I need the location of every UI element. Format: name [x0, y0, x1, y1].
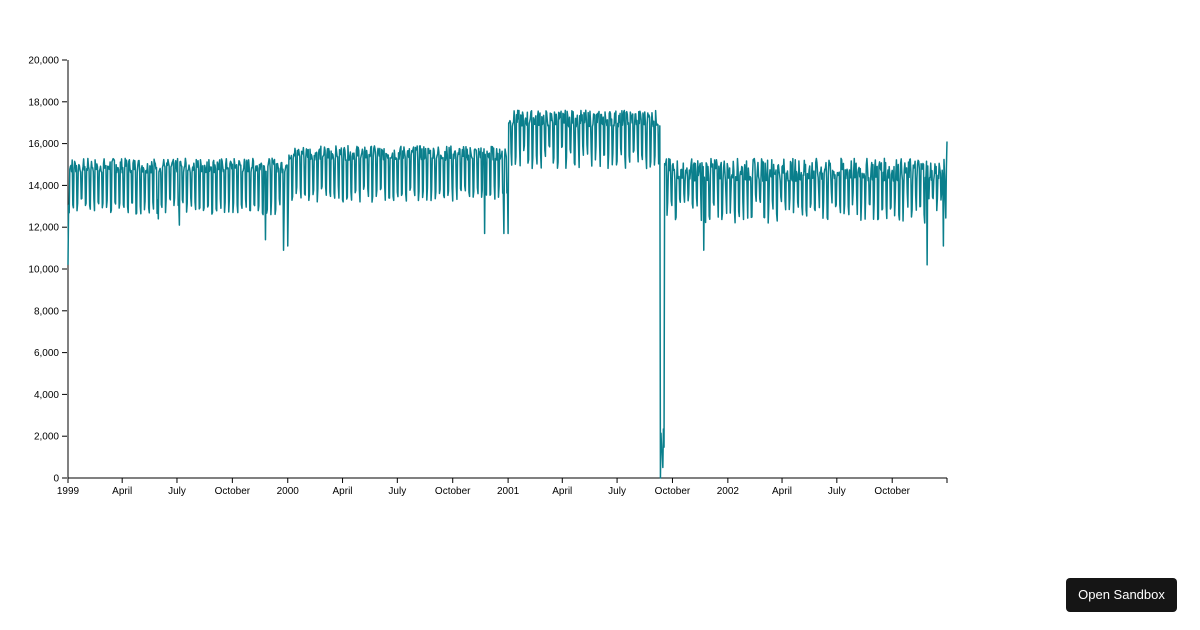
- x-tick-label: April: [333, 486, 353, 497]
- y-tick-label: 12,000: [28, 223, 59, 234]
- open-sandbox-button[interactable]: Open Sandbox: [1066, 578, 1177, 612]
- y-tick-label: 10,000: [28, 265, 59, 276]
- y-tick-label: 18,000: [28, 97, 59, 108]
- y-axis: 0 2,000 4,000 6,000 8,000 10,000 12,000 14,000 1…: [28, 56, 69, 485]
- y-tick-label: 4,000: [34, 390, 59, 401]
- x-tick-label: April: [112, 486, 132, 497]
- x-tick-label: October: [655, 486, 691, 497]
- x-tick-label: July: [388, 486, 406, 497]
- x-tick-label: 2000: [277, 486, 300, 497]
- x-tick-label: July: [168, 486, 186, 497]
- x-tick-label: 2001: [497, 486, 520, 497]
- x-tick-label: 1999: [57, 486, 80, 497]
- x-tick-label: July: [828, 486, 846, 497]
- x-axis: 1999 April July October 2000 April July October…: [57, 477, 948, 497]
- x-tick-label: October: [435, 486, 471, 497]
- x-tick-label: April: [772, 486, 792, 497]
- y-tick-label: 14,000: [28, 181, 59, 192]
- y-tick-label: 0: [53, 474, 59, 485]
- x-tick-label: October: [874, 486, 910, 497]
- y-tick-label: 8,000: [34, 306, 59, 317]
- series-line-daily: [67, 109, 948, 479]
- y-tick-label: 2,000: [34, 432, 59, 443]
- y-tick-label: 16,000: [28, 139, 59, 150]
- y-tick-label: 6,000: [34, 348, 59, 359]
- x-tick-label: April: [552, 486, 572, 497]
- x-tick-label: October: [215, 486, 251, 497]
- x-tick-label: July: [608, 486, 626, 497]
- x-tick-label: 2002: [717, 486, 740, 497]
- y-tick-label: 20,000: [28, 56, 59, 67]
